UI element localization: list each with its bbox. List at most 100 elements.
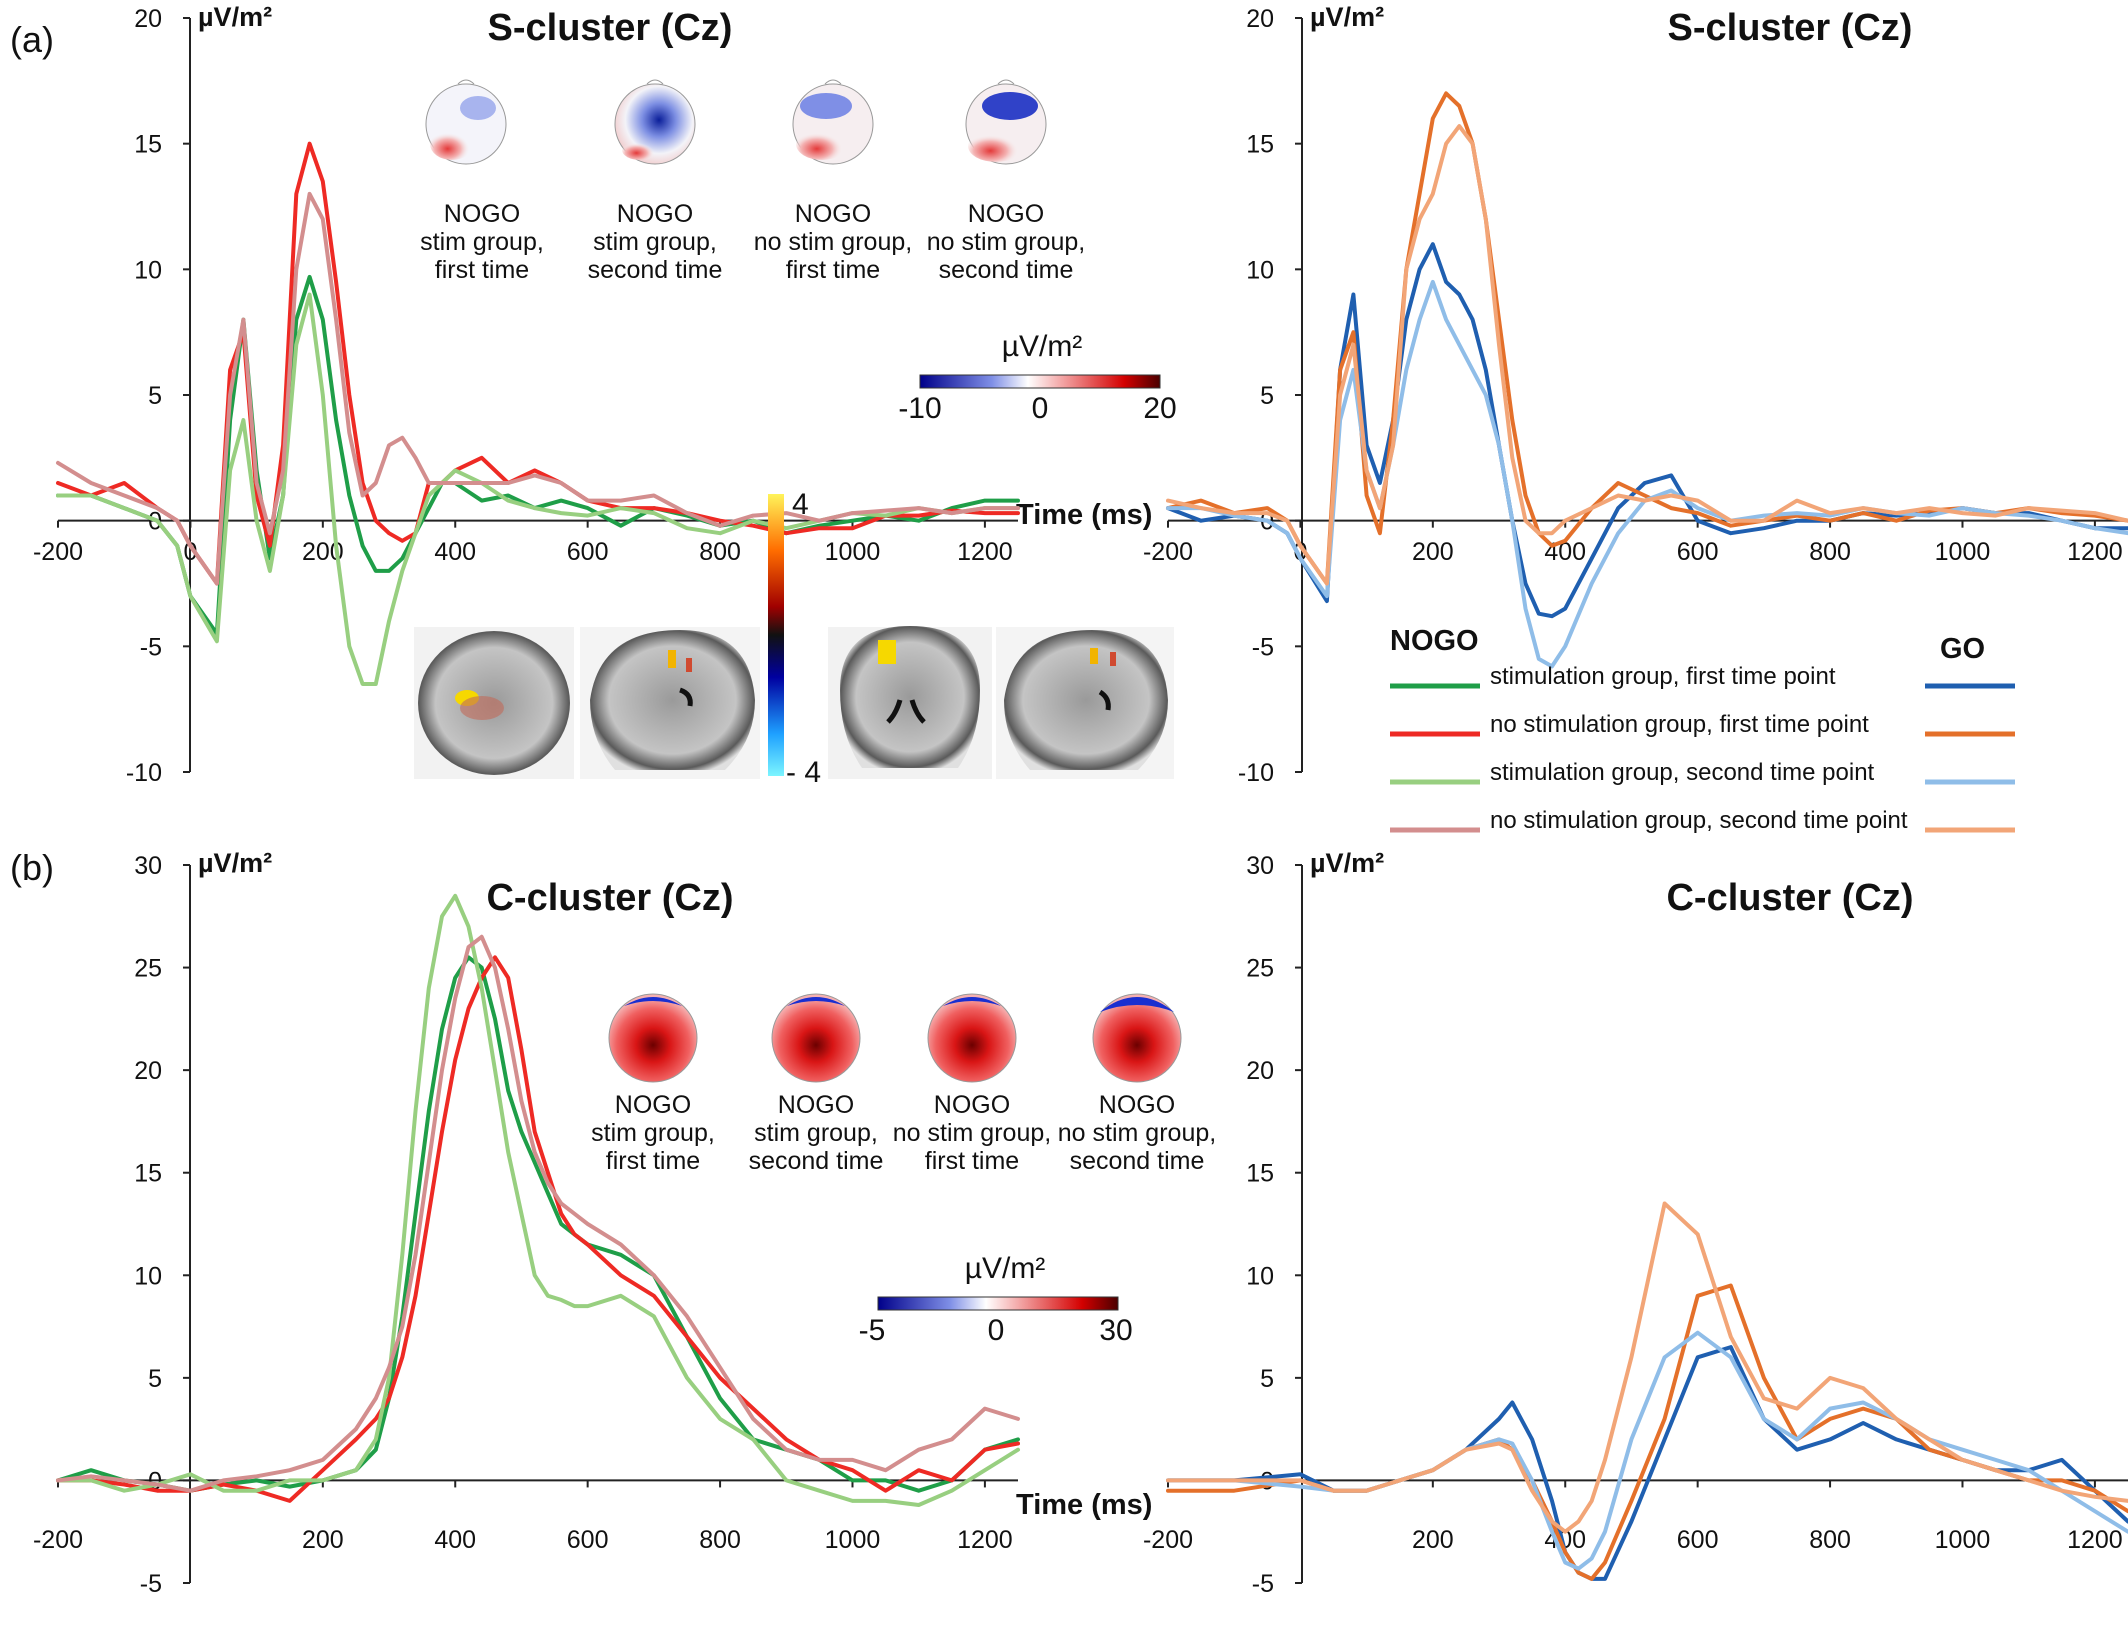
topo-a-2-group: stim group, [593, 228, 717, 256]
topo-colorbar-a: µV/m² -10 0 20 [898, 330, 1176, 425]
y-tick-label: 20 [1246, 1057, 1274, 1085]
series-line-3 [56, 893, 1020, 1507]
topo-a-1-nogo: NOGO [444, 200, 520, 228]
chart-title: C-cluster (Cz) [486, 877, 733, 919]
brain-colorbar [768, 494, 784, 776]
series-line-3 [56, 292, 1020, 686]
brain-sagittal-slice-2 [1004, 630, 1168, 770]
legend-item-1: stimulation group, first time point [1390, 663, 2015, 690]
topo-a-3-nogo: NOGO [795, 200, 871, 228]
brain-coronal-slice [840, 626, 980, 768]
topo-a-1-group: stim group, [420, 228, 544, 256]
colorbar-b-zero: 0 [988, 1314, 1005, 1347]
x-tick-label: 200 [1412, 1526, 1454, 1554]
topomap-a-3 [792, 79, 874, 165]
y-axis-unit: µV/m² [198, 2, 272, 32]
x-tick-label: 0 [183, 538, 197, 566]
y-tick-label: 10 [1246, 256, 1274, 284]
x-tick-label: 1000 [825, 538, 881, 566]
legend-go-header: GO [1940, 633, 1985, 665]
x-tick-label: 1000 [1935, 538, 1991, 566]
colorbar-b-max: 30 [1099, 1314, 1132, 1347]
topomap-a-2 [614, 79, 696, 165]
brain-sagittal-slice-1 [590, 630, 755, 770]
x-tick-label: 200 [302, 1526, 344, 1554]
x-tick-label: 800 [699, 1526, 741, 1554]
x-tick-label: 1200 [957, 1526, 1013, 1554]
y-tick-label: 20 [134, 1057, 162, 1085]
series-line-2 [1166, 91, 2128, 586]
brain-images: 4 - 4 [414, 488, 1174, 789]
topo-b-2-nogo: NOGO [778, 1091, 854, 1119]
x-tick-label: 1200 [2067, 538, 2123, 566]
topo-b-3-time: first time [925, 1147, 1019, 1175]
x-tick-label: 1000 [825, 1526, 881, 1554]
topo-b-1-nogo: NOGO [615, 1091, 691, 1119]
y-tick-label: 5 [1260, 382, 1274, 410]
topo-a-2-time: second time [588, 256, 723, 284]
y-tick-label: -5 [1252, 633, 1274, 661]
colorbar-b-min: -5 [859, 1314, 886, 1347]
topo-colorbar-b: µV/m² -5 0 30 [859, 1252, 1133, 1347]
x-tick-label: 1200 [957, 538, 1013, 566]
topomaps-panel-b [608, 993, 1182, 1083]
x-tick-label: 800 [1809, 1526, 1851, 1554]
topo-a-3-time: first time [786, 256, 880, 284]
topo-b-2-time: second time [749, 1147, 884, 1175]
topomaps-panel-a [425, 79, 1047, 165]
topomap-b-1 [608, 993, 698, 1083]
y-tick-label: 25 [134, 955, 162, 983]
chart-title: C-cluster (Cz) [1666, 877, 1913, 919]
y-tick-label: 5 [1260, 1365, 1274, 1393]
chart-title: S-cluster (Cz) [488, 7, 733, 49]
topomap-b-2 [771, 993, 861, 1083]
series-line-1 [56, 274, 1020, 636]
x-tick-label: 600 [1677, 538, 1719, 566]
y-axis-unit: µV/m² [1310, 848, 1384, 878]
y-tick-label: -5 [140, 633, 162, 661]
legend: NOGO GO stimulation group, first time po… [1390, 625, 2015, 834]
topomap-a-4 [965, 79, 1047, 165]
legend-item-3-label: stimulation group, second time point [1490, 759, 1875, 786]
panel-a-label: (a) [10, 19, 54, 60]
legend-item-4-label: no stimulation group, second time point [1490, 807, 1908, 834]
topomap-a-1 [425, 79, 507, 165]
x-tick-label: 400 [434, 538, 476, 566]
legend-item-1-label: stimulation group, first time point [1490, 663, 1836, 690]
series-line-4 [1166, 124, 2128, 586]
y-tick-label: -5 [1252, 1570, 1274, 1598]
topomap-b-3 [927, 993, 1017, 1083]
x-tick-label: 800 [1809, 538, 1851, 566]
x-tick-label: -200 [1143, 1526, 1193, 1554]
series-line-4 [56, 191, 1020, 586]
topo-labels-panel-b: NOGO stim group, first time NOGO stim gr… [591, 1091, 1216, 1175]
colorbar-a-min: -10 [898, 392, 941, 425]
topo-b-3-nogo: NOGO [934, 1091, 1010, 1119]
y-tick-label: 5 [148, 1365, 162, 1393]
legend-item-4: no stimulation group, second time point [1390, 807, 2015, 834]
y-tick-label: 10 [134, 1262, 162, 1290]
chart-title: S-cluster (Cz) [1668, 7, 1913, 49]
colorbar-a-zero: 0 [1032, 392, 1049, 425]
y-tick-label: 20 [1246, 5, 1274, 33]
topo-b-4-time: second time [1070, 1147, 1205, 1175]
series-line-3 [1166, 279, 2128, 669]
y-tick-label: 30 [1246, 852, 1274, 880]
topo-a-4-time: second time [939, 256, 1074, 284]
x-tick-label: 0 [1293, 538, 1307, 566]
brain-colorbar-min: - 4 [786, 756, 821, 789]
legend-nogo-header: NOGO [1390, 625, 1479, 657]
x-tick-label: 200 [1412, 538, 1454, 566]
topo-b-2-group: stim group, [754, 1119, 878, 1147]
topo-a-1-time: first time [435, 256, 529, 284]
topomap-b-4 [1092, 993, 1182, 1083]
x-tick-label: 600 [1677, 1526, 1719, 1554]
topo-b-4-group: no stim group, [1058, 1119, 1216, 1147]
colorbar-a-max: 20 [1143, 392, 1176, 425]
y-tick-label: 25 [1246, 955, 1274, 983]
x-axis-label: Time (ms) [1016, 1489, 1152, 1521]
series-line-4 [1166, 1201, 2128, 1534]
